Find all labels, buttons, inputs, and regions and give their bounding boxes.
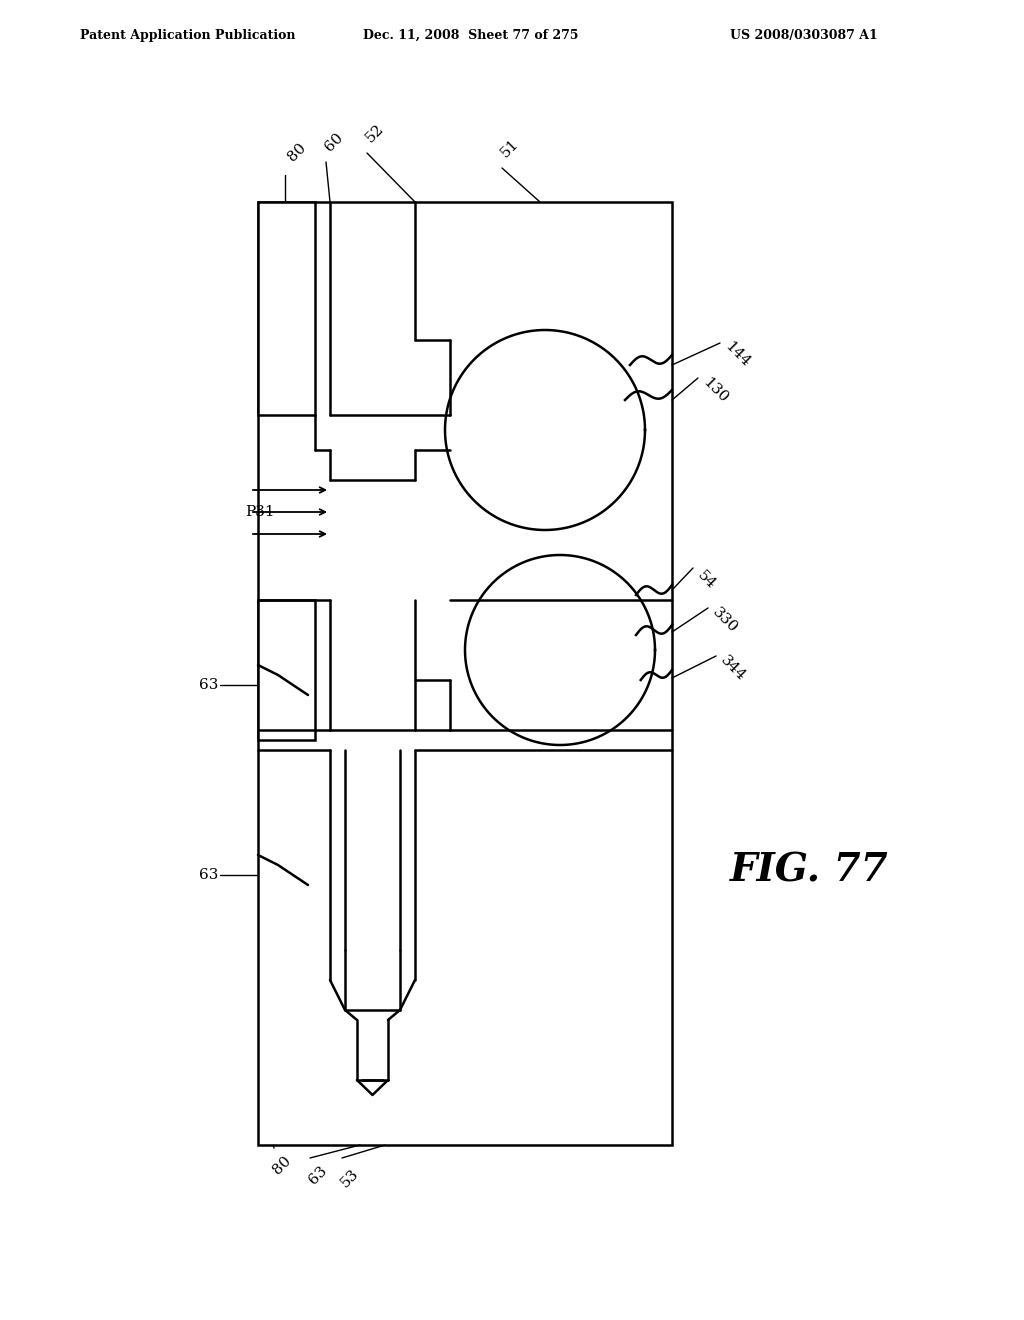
- Text: P31: P31: [246, 506, 275, 519]
- Text: 53: 53: [338, 1167, 361, 1189]
- Text: Patent Application Publication: Patent Application Publication: [80, 29, 296, 41]
- Bar: [258, 202, 315, 414]
- Text: 54: 54: [695, 568, 719, 591]
- Text: 130: 130: [700, 375, 730, 405]
- Text: 60: 60: [322, 131, 346, 154]
- Text: 63: 63: [306, 1163, 330, 1187]
- Text: 80: 80: [285, 140, 308, 164]
- Text: 52: 52: [362, 121, 387, 145]
- Text: 144: 144: [722, 339, 753, 371]
- Bar: [258, 202, 672, 1144]
- Bar: [258, 601, 315, 741]
- Text: 51: 51: [498, 136, 521, 160]
- Text: 344: 344: [718, 653, 749, 684]
- Text: US 2008/0303087 A1: US 2008/0303087 A1: [730, 29, 878, 41]
- Text: 63: 63: [199, 869, 218, 882]
- Text: 330: 330: [710, 605, 740, 635]
- Text: FIG. 77: FIG. 77: [730, 851, 889, 888]
- Text: Dec. 11, 2008  Sheet 77 of 275: Dec. 11, 2008 Sheet 77 of 275: [362, 29, 579, 41]
- Text: 63: 63: [199, 678, 218, 692]
- Text: 80: 80: [270, 1154, 294, 1177]
